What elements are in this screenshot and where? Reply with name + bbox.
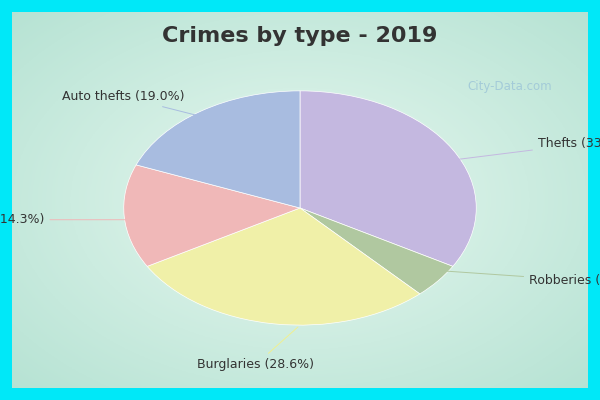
Text: Robberies (4.8%): Robberies (4.8%): [418, 269, 600, 287]
Text: Assaults (14.3%): Assaults (14.3%): [0, 213, 191, 226]
Text: Auto thefts (19.0%): Auto thefts (19.0%): [62, 90, 227, 123]
Text: Crimes by type - 2019: Crimes by type - 2019: [163, 26, 437, 46]
Wedge shape: [300, 91, 476, 266]
Wedge shape: [300, 208, 453, 294]
Wedge shape: [147, 208, 420, 325]
Text: Burglaries (28.6%): Burglaries (28.6%): [197, 327, 314, 371]
Wedge shape: [136, 91, 300, 208]
Text: City-Data.com: City-Data.com: [467, 80, 552, 93]
Wedge shape: [124, 165, 300, 266]
Text: Thefts (33.3%): Thefts (33.3%): [400, 137, 600, 167]
